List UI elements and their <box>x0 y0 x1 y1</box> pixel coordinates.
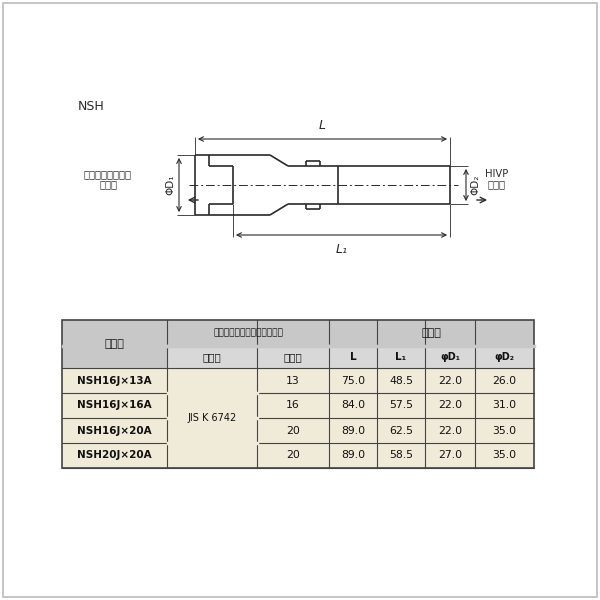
Text: 尺　法: 尺 法 <box>422 328 442 338</box>
Text: 22.0: 22.0 <box>438 425 462 436</box>
Text: 89.0: 89.0 <box>341 425 365 436</box>
Text: JIS K 6742: JIS K 6742 <box>187 413 236 423</box>
Text: 20: 20 <box>286 425 300 436</box>
Text: 規　格: 規 格 <box>203 352 221 362</box>
Bar <box>62 320 167 368</box>
Text: 呼び径: 呼び径 <box>284 352 302 362</box>
Text: ΦD₂: ΦD₂ <box>470 175 480 195</box>
Text: NSH20J×20A: NSH20J×20A <box>77 451 152 461</box>
Text: 13: 13 <box>286 376 300 385</box>
Text: 接続側: 接続側 <box>488 179 506 189</box>
Bar <box>62 443 534 468</box>
Text: HIVP: HIVP <box>485 169 509 179</box>
Text: L: L <box>319 119 326 132</box>
Text: L: L <box>350 352 356 362</box>
Text: 58.5: 58.5 <box>389 451 413 461</box>
Text: 57.5: 57.5 <box>389 401 413 410</box>
Text: 75.0: 75.0 <box>341 376 365 385</box>
Text: 20: 20 <box>286 451 300 461</box>
Text: NSH16J×20A: NSH16J×20A <box>77 425 152 436</box>
Text: NSH: NSH <box>78 100 105 113</box>
Text: φD₂: φD₂ <box>494 352 515 362</box>
Text: 22.0: 22.0 <box>438 376 462 385</box>
Text: NSH16J×16A: NSH16J×16A <box>77 401 152 410</box>
Text: 89.0: 89.0 <box>341 451 365 461</box>
Text: 水道用硬質ポリ塗化ビニル管: 水道用硬質ポリ塗化ビニル管 <box>213 329 283 337</box>
Bar <box>62 393 534 418</box>
Bar <box>167 320 329 346</box>
Text: 22.0: 22.0 <box>438 401 462 410</box>
Bar <box>329 320 534 346</box>
Text: ΦD₁: ΦD₁ <box>165 175 175 195</box>
Bar <box>167 346 534 368</box>
Text: 品　番: 品 番 <box>104 339 124 349</box>
Text: 27.0: 27.0 <box>438 451 462 461</box>
Bar <box>62 418 534 443</box>
Text: 35.0: 35.0 <box>493 425 517 436</box>
Text: NSH16J×13A: NSH16J×13A <box>77 376 152 385</box>
Text: 84.0: 84.0 <box>341 401 365 410</box>
Text: プッシュマスター: プッシュマスター <box>84 169 132 179</box>
Text: L₁: L₁ <box>395 352 407 362</box>
Bar <box>62 320 534 468</box>
Text: 48.5: 48.5 <box>389 376 413 385</box>
Bar <box>62 368 534 393</box>
Text: 35.0: 35.0 <box>493 451 517 461</box>
Text: φD₁: φD₁ <box>440 352 460 362</box>
Text: 62.5: 62.5 <box>389 425 413 436</box>
Text: 16: 16 <box>286 401 300 410</box>
Text: L₁: L₁ <box>335 243 347 256</box>
Text: 31.0: 31.0 <box>493 401 517 410</box>
Text: 接続側: 接続側 <box>99 179 117 189</box>
Text: 26.0: 26.0 <box>493 376 517 385</box>
